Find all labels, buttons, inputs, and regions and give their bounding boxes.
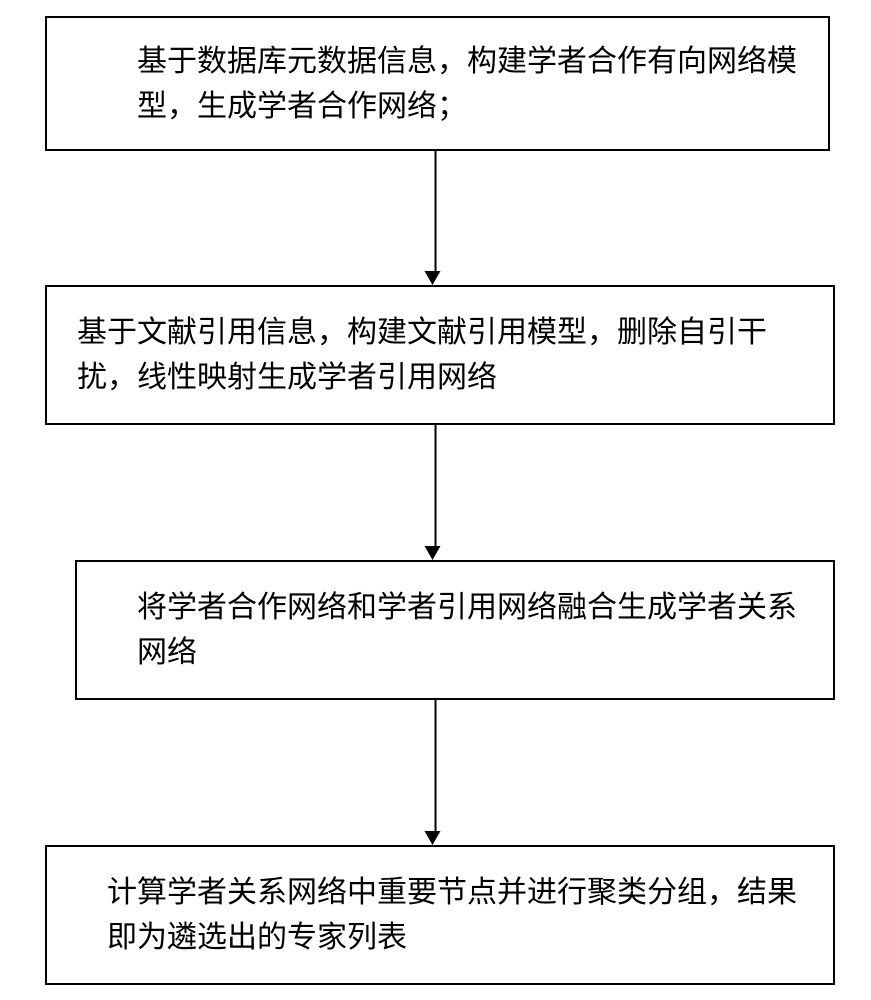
node-text-3: 将学者合作网络和学者引用网络融合生成学者关系网络	[107, 585, 803, 675]
arrow-line	[435, 425, 437, 546]
arrow-head-icon	[424, 546, 440, 560]
flowchart-arrow-1	[431, 151, 440, 285]
arrow-line	[435, 151, 437, 271]
node-text-4: 计算学者关系网络中重要节点并进行聚类分组，结果即为遴选出的专家列表	[77, 870, 803, 960]
flowchart-arrow-3	[431, 700, 440, 845]
flowchart-container: 基于数据库元数据信息，构建学者合作有向网络模型，生成学者合作网络； 基于文献引用…	[0, 0, 871, 1000]
arrow-head-icon	[424, 831, 440, 845]
flowchart-node-3: 将学者合作网络和学者引用网络融合生成学者关系网络	[75, 560, 835, 700]
arrow-head-icon	[424, 271, 440, 285]
flowchart-node-4: 计算学者关系网络中重要节点并进行聚类分组，结果即为遴选出的专家列表	[45, 845, 835, 985]
flowchart-node-1: 基于数据库元数据信息，构建学者合作有向网络模型，生成学者合作网络；	[45, 16, 830, 151]
arrow-line	[435, 700, 437, 831]
node-text-1: 基于数据库元数据信息，构建学者合作有向网络模型，生成学者合作网络；	[77, 39, 798, 129]
flowchart-arrow-2	[431, 425, 440, 560]
flowchart-node-2: 基于文献引用信息，构建文献引用模型，删除自引干扰，线性映射生成学者引用网络	[45, 285, 835, 425]
node-text-2: 基于文献引用信息，构建文献引用模型，删除自引干扰，线性映射生成学者引用网络	[77, 310, 803, 400]
